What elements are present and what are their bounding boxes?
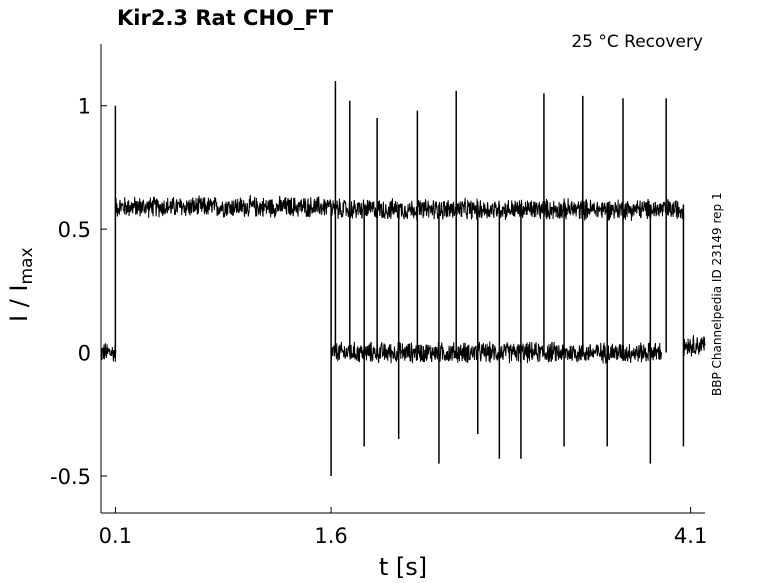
trace-segment-0-3: [330, 197, 685, 221]
x-tick-label-0: 0.1: [99, 524, 132, 548]
trace-segment-0-4: [682, 335, 706, 357]
plot-traces: [100, 81, 706, 476]
y-tick-label-1: 0: [78, 342, 91, 366]
x-axis-label: t [s]: [379, 553, 427, 581]
x-ticks: 0.1 1.6 4.1: [99, 507, 707, 548]
trace-segment-0-0: [100, 343, 117, 363]
y-axis-label-sub: max: [17, 247, 37, 284]
y-tick-label-2: 0.5: [58, 218, 91, 242]
trace-segment-0-2: [330, 341, 663, 365]
y-tick-label-0: -0.5: [50, 465, 91, 489]
x-tick-label-2: 4.1: [674, 524, 707, 548]
x-tick-label-1: 1.6: [314, 524, 347, 548]
condition-label: 25 °C Recovery: [571, 32, 703, 52]
y-axis-label-main: I / I: [5, 285, 33, 323]
y-ticks: -0.5 0 0.5 1: [50, 95, 107, 489]
y-axis-label: I / Imax: [5, 247, 37, 322]
trace-segment-0-1: [114, 194, 332, 218]
side-label: BBP Channelpedia ID 23149 rep 1: [710, 192, 724, 396]
y-tick-label-3: 1: [78, 95, 91, 119]
chart-title: Kir2.3 Rat CHO_FT: [117, 6, 334, 30]
